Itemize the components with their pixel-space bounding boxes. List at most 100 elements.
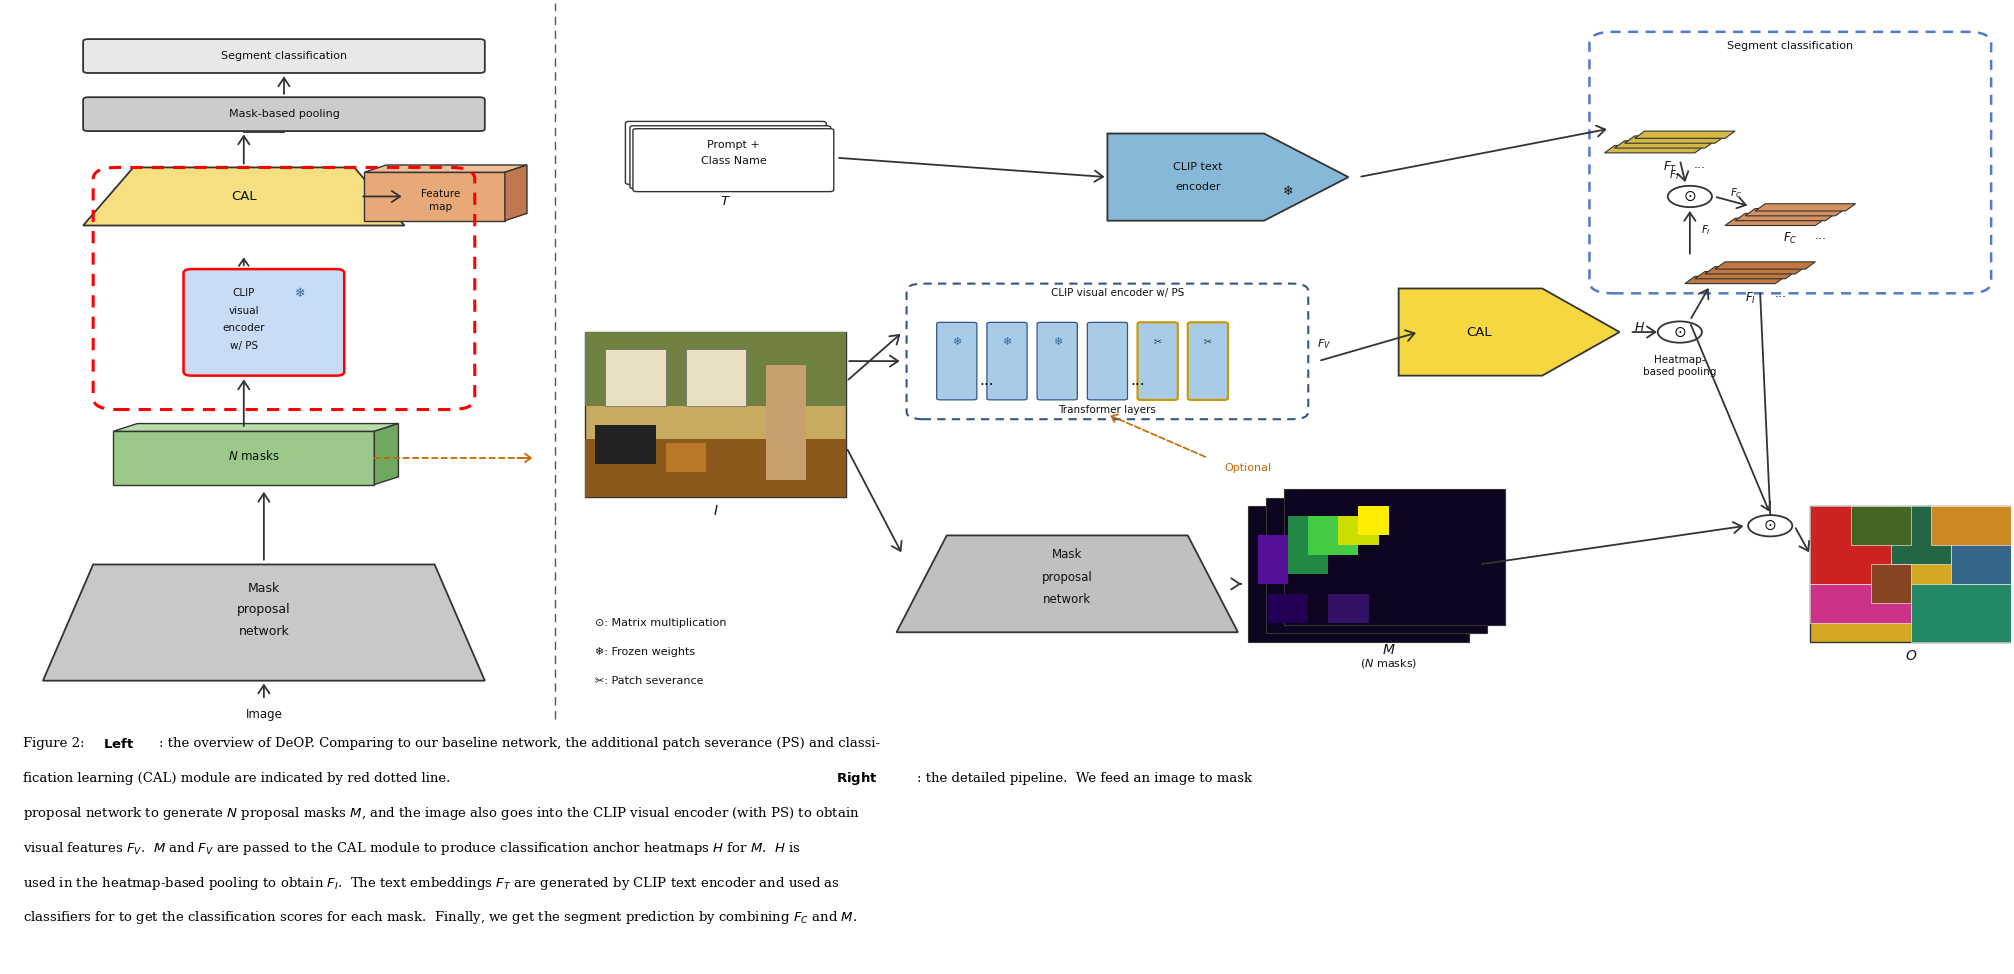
Bar [1851,506,1911,545]
Text: ...: ... [979,373,995,388]
Polygon shape [1625,136,1726,143]
Polygon shape [1108,133,1349,221]
Bar [596,425,655,464]
Bar [1891,506,1952,565]
Text: $F_T$: $F_T$ [1670,169,1682,182]
Text: $N$ masks: $N$ masks [228,449,280,463]
Text: Figure 2:: Figure 2: [22,737,89,750]
Text: ($N$ masks): ($N$ masks) [1359,656,1418,670]
FancyBboxPatch shape [1188,322,1229,400]
Text: $F_I$: $F_I$ [1744,290,1756,306]
Bar [586,439,846,497]
Text: classifiers for to get the classification scores for each mask.  Finally, we get: classifiers for to get the classificatio… [22,910,858,926]
Circle shape [1658,321,1702,343]
Bar [1339,516,1378,545]
Text: encoder: encoder [1174,182,1220,192]
Polygon shape [1398,288,1619,376]
Text: visual: visual [228,306,260,316]
Bar [1249,506,1468,642]
Polygon shape [1605,146,1706,153]
Polygon shape [375,424,399,485]
Text: $H$: $H$ [1633,320,1645,334]
Text: CAL: CAL [1466,325,1492,339]
FancyBboxPatch shape [183,269,344,376]
Text: $\mathbf{Right}$: $\mathbf{Right}$ [836,770,878,787]
Text: ❄: ❄ [953,337,961,347]
Text: network: network [1043,593,1092,606]
Bar [1871,565,1911,603]
Polygon shape [113,424,399,431]
Text: Class Name: Class Name [701,156,767,166]
Polygon shape [1716,262,1815,269]
Text: ...: ... [1130,373,1144,388]
Circle shape [1668,186,1712,207]
Text: Feature: Feature [421,189,461,199]
Text: Prompt +: Prompt + [707,140,759,150]
Text: map: map [429,203,453,212]
Bar [586,332,846,497]
FancyBboxPatch shape [626,122,826,184]
Text: network: network [238,624,290,638]
Text: $I$: $I$ [713,505,719,518]
Polygon shape [1754,204,1855,211]
Bar [606,349,665,406]
Text: ⊙: ⊙ [1674,324,1686,340]
Text: proposal: proposal [1041,571,1094,583]
Text: $\mathbf{Left}$: $\mathbf{Left}$ [103,736,135,751]
FancyBboxPatch shape [1138,322,1178,400]
Text: visual features $F_V$.  $M$ and $F_V$ are passed to the CAL module to produce cl: visual features $F_V$. $M$ and $F_V$ are… [22,840,802,857]
Polygon shape [365,165,528,172]
Text: Heatmap-
based pooling: Heatmap- based pooling [1643,356,1716,377]
FancyBboxPatch shape [1138,322,1178,400]
Polygon shape [83,168,405,226]
Text: ...: ... [1694,158,1706,171]
Polygon shape [1706,267,1805,274]
Text: $O$: $O$ [1905,650,1917,663]
Bar [1267,498,1486,633]
Text: CLIP: CLIP [232,288,256,298]
Bar [586,332,846,406]
FancyBboxPatch shape [1088,322,1128,400]
Text: Mask-based pooling: Mask-based pooling [228,109,340,119]
Bar [1931,506,2012,545]
Text: $F_V$: $F_V$ [1317,337,1331,351]
FancyBboxPatch shape [83,97,485,131]
Polygon shape [896,536,1239,632]
Bar [665,443,705,472]
Polygon shape [1736,213,1835,221]
Text: : the detailed pipeline.  We feed an image to mask: : the detailed pipeline. We feed an imag… [916,772,1253,785]
Polygon shape [42,565,485,681]
Text: Mask: Mask [248,582,280,595]
FancyBboxPatch shape [1037,322,1077,400]
Text: ❄: ❄ [294,286,306,300]
Polygon shape [1726,218,1825,226]
Text: CAL: CAL [232,190,256,203]
Bar [1911,583,2012,642]
Text: proposal: proposal [238,604,290,617]
Bar [1359,506,1388,536]
Text: $T$: $T$ [721,195,731,207]
Text: CLIP visual encoder w/ PS: CLIP visual encoder w/ PS [1051,288,1184,298]
Circle shape [1748,515,1792,537]
Text: proposal network to generate $N$ proposal masks $M$, and the image also goes int: proposal network to generate $N$ proposa… [22,805,860,822]
Text: w/ PS: w/ PS [230,341,258,351]
Text: ⊙: ⊙ [1764,518,1776,533]
Text: ...: ... [1774,286,1786,300]
FancyBboxPatch shape [937,322,977,400]
Text: ❄: ❄ [1053,337,1061,347]
Bar [1952,506,2012,583]
Bar [1269,593,1309,622]
Text: $F_T$: $F_T$ [1664,160,1678,175]
Bar [1259,536,1289,583]
Text: Image: Image [246,708,282,721]
Text: Mask: Mask [1051,548,1082,561]
FancyBboxPatch shape [83,39,485,73]
Bar [1289,516,1329,574]
Polygon shape [1615,141,1716,148]
Text: Optional: Optional [1225,463,1271,472]
Polygon shape [1696,272,1794,279]
FancyBboxPatch shape [1188,322,1229,400]
Text: ...: ... [1815,229,1827,242]
FancyBboxPatch shape [632,129,834,192]
Polygon shape [365,172,506,221]
